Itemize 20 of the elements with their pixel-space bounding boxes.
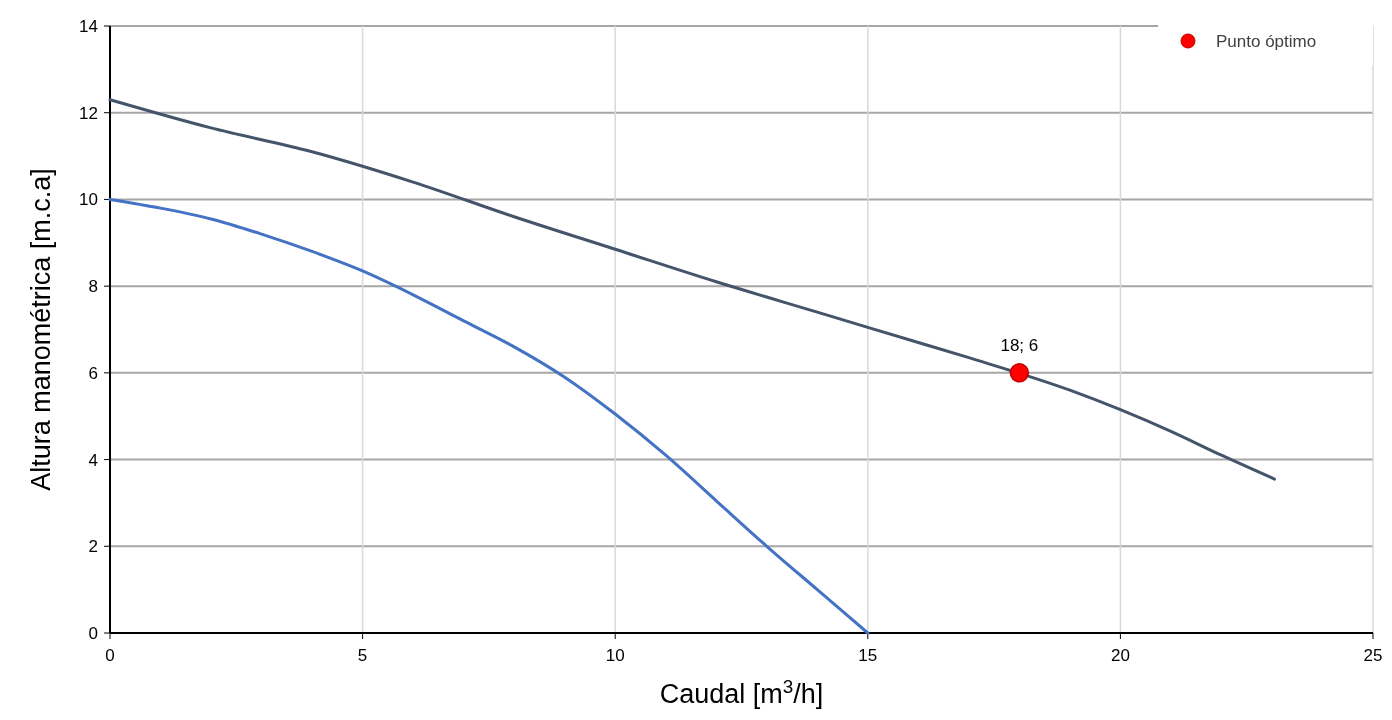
data-label: 18; 6 xyxy=(1000,335,1039,355)
y-tick-label: 12 xyxy=(79,103,98,123)
y-axis-title: Altura manométrica [m.c.a] xyxy=(26,168,56,491)
line-series xyxy=(108,197,870,635)
x-tick-label: 25 xyxy=(1363,646,1383,665)
y-tick-label: 10 xyxy=(79,190,98,210)
x-axis-title: Caudal [m$^{3}$/h] xyxy=(659,675,824,709)
y-tick-label: 2 xyxy=(88,537,98,557)
x-tick-label: 10 xyxy=(605,646,625,665)
x-tick-label: 15 xyxy=(858,646,878,665)
legend-label: Punto óptimo xyxy=(1216,31,1317,51)
y-tick-label: 8 xyxy=(88,277,98,297)
y-tick-label: 0 xyxy=(88,623,98,643)
y-tick-label: 6 xyxy=(88,363,98,383)
y-tick-label: 14 xyxy=(79,16,98,36)
x-tick-label: 20 xyxy=(1110,646,1130,665)
line-series xyxy=(108,98,1276,481)
y-tick-label: 4 xyxy=(88,450,98,470)
x-tick-label: 5 xyxy=(357,646,368,665)
x-tick-label: 0 xyxy=(105,646,115,665)
